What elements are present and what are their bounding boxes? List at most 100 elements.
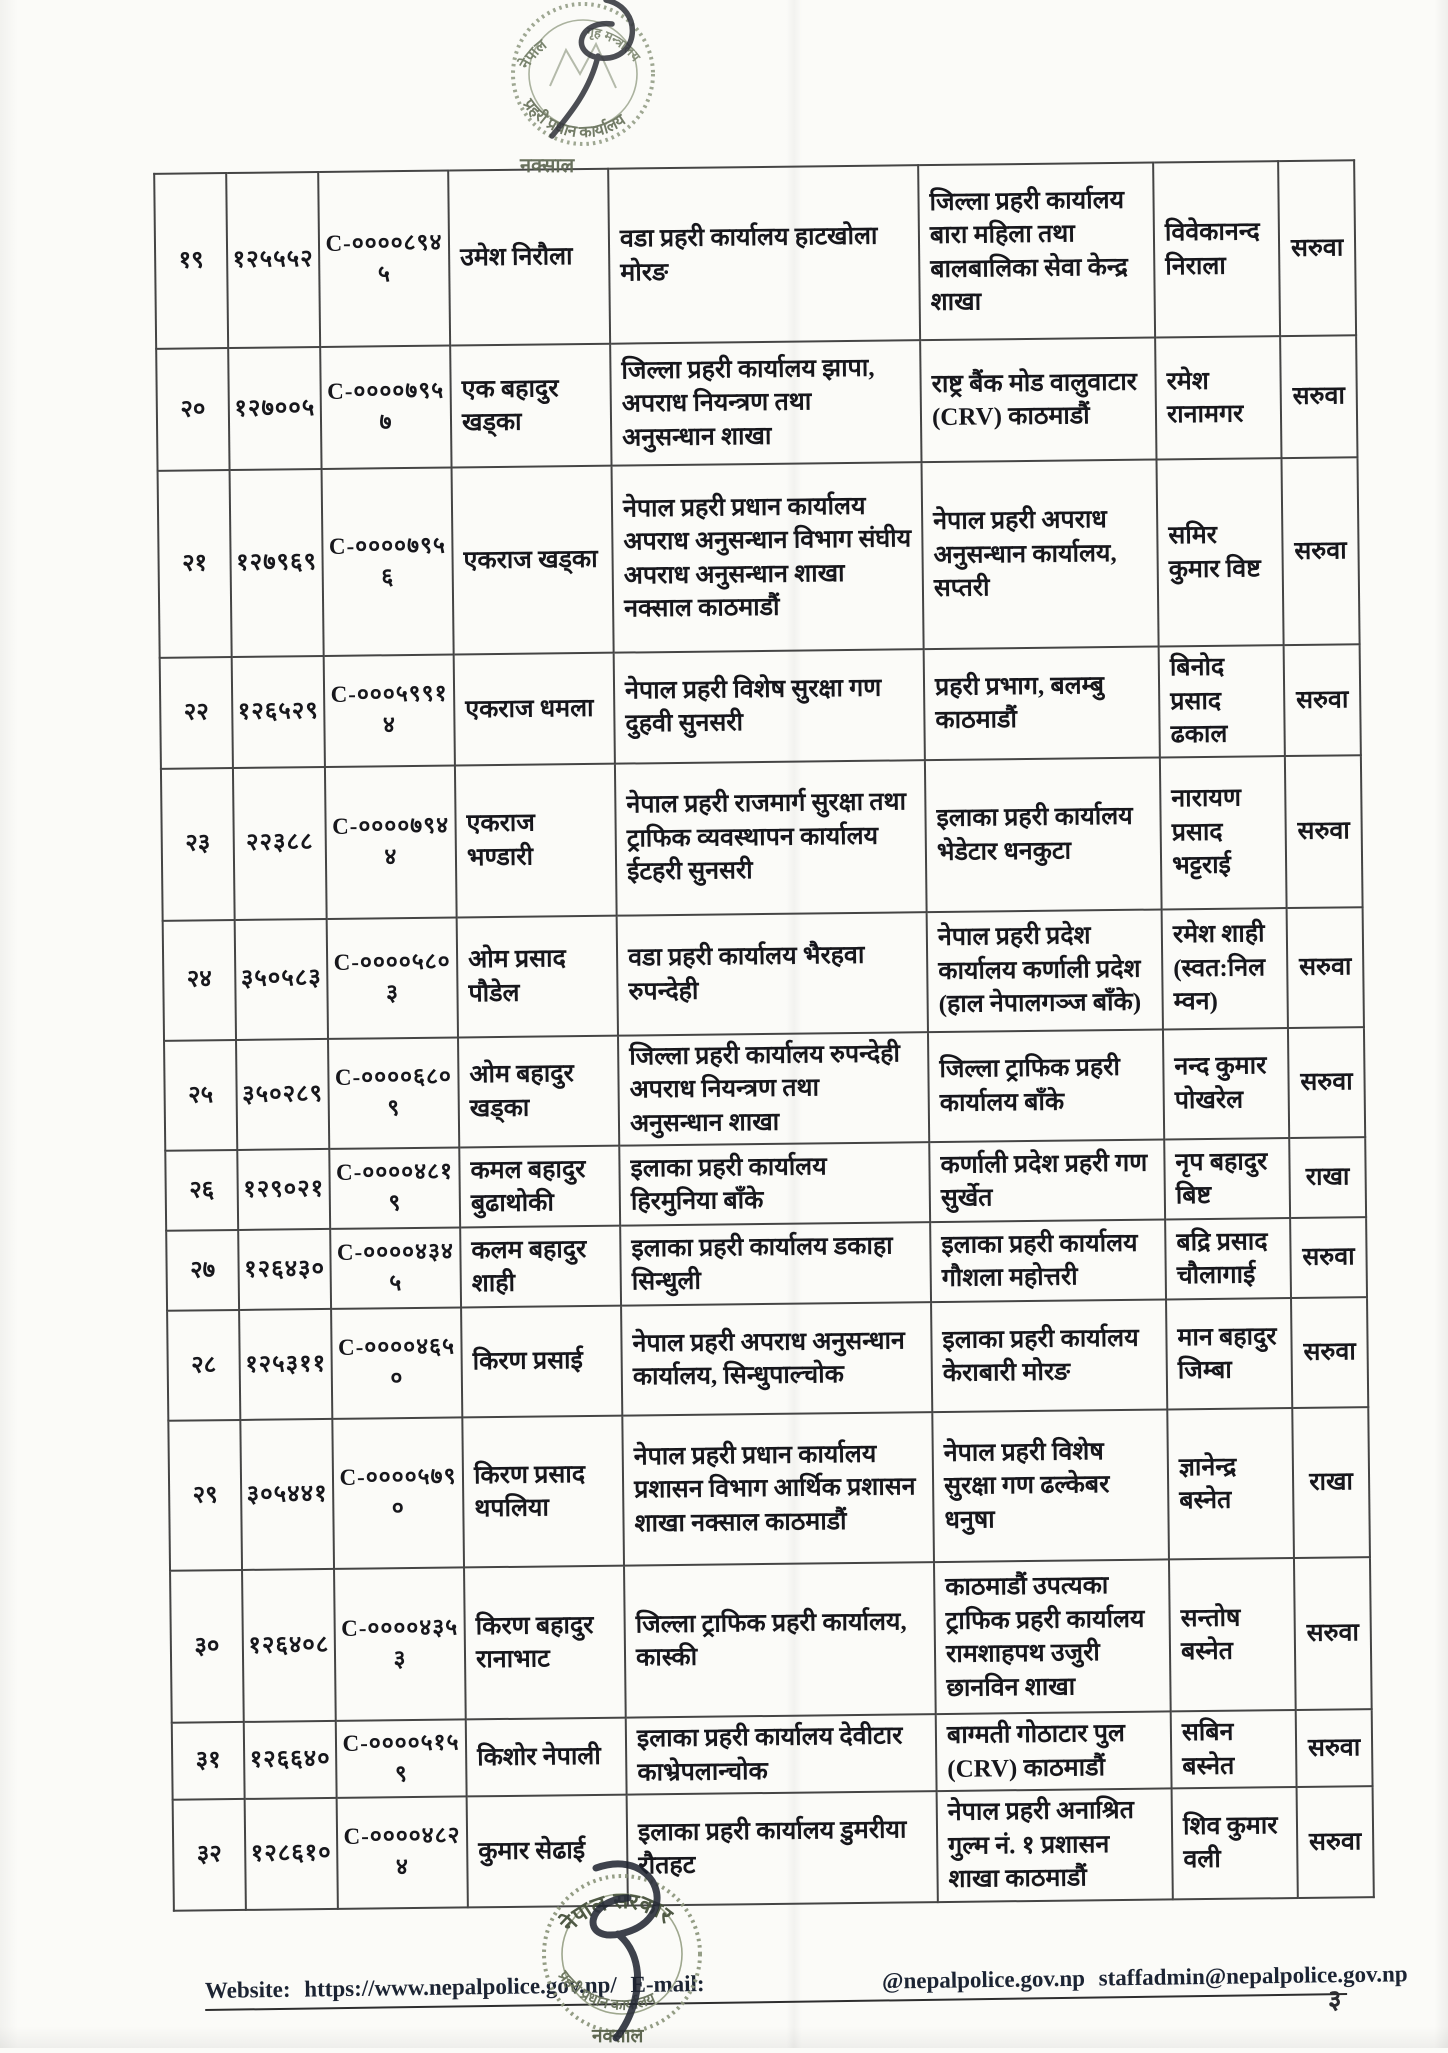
cell-office-to: नेपाल प्रहरी प्रदेश कार्यालय कर्णाली प्र… bbox=[926, 908, 1163, 1032]
cell-office-to: राष्ट्र बैंक मोड वालुवाटार (CRV) काठमाडौ… bbox=[920, 337, 1157, 463]
table-body: १९ १२५५५२ C-००००८९४५ उमेश निरौला वडा प्र… bbox=[154, 160, 1374, 1911]
cell-employee-number: १२८६१० bbox=[244, 1797, 338, 1910]
cell-replaced-by: शिव कुमार वली bbox=[1171, 1787, 1298, 1899]
website-label: Website: bbox=[204, 1976, 291, 2003]
cell-office-from: इलाका प्रहरी कार्यालय हिरमुनिया बाँके bbox=[619, 1142, 931, 1226]
cell-office-to: काठमाडौं उपत्यका ट्राफिक प्रहरी कार्यालय… bbox=[933, 1559, 1171, 1715]
cell-replaced-by: नारायण प्रसाद भट्टराई bbox=[1159, 755, 1287, 909]
cell-replaced-by: बिनोद प्रसाद ढकाल bbox=[1158, 645, 1285, 757]
page-number: ३ bbox=[1328, 1985, 1342, 2014]
cell-serial-number: २४ bbox=[162, 919, 237, 1041]
cell-employee-name: एकराज भण्डारी bbox=[454, 763, 617, 917]
cell-serial-number: २८ bbox=[167, 1309, 241, 1421]
cell-office-to: जिल्ला ट्राफिक प्रहरी कार्यालय बाँके bbox=[927, 1028, 1165, 1143]
cell-office-to: नेपाल प्रहरी विशेष सुरक्षा गण ढल्केबर धन… bbox=[932, 1409, 1169, 1563]
cell-employee-number: १२५३११ bbox=[239, 1308, 333, 1420]
cell-replaced-by: ज्ञानेन्द्र बस्नेत bbox=[1167, 1408, 1294, 1560]
cell-serial-number: २० bbox=[156, 348, 230, 471]
table-row: ३० १२६४०८ C-००००४३५३ किरण बहादुर रानाभाट… bbox=[170, 1557, 1372, 1723]
cell-employee-number: १२६५२९ bbox=[231, 655, 325, 768]
cell-replaced-by: नन्द कुमार पोखरेल bbox=[1162, 1027, 1290, 1140]
cell-office-from: नेपाल प्रहरी प्रधान कार्यालय प्रशासन विभ… bbox=[622, 1412, 934, 1566]
cell-status: सरुवा bbox=[1280, 335, 1358, 459]
table-row: २२ १२६५२९ C-०००५९९१४ एकराज धमला नेपाल प्… bbox=[159, 644, 1361, 769]
cell-office-to: इलाका प्रहरी कार्यालय केराबारी मोरङ bbox=[931, 1299, 1168, 1413]
table-row: २४ ३५०५८३ C-००००५८०३ ओम प्रसाद पौडेल वडा… bbox=[162, 906, 1364, 1041]
cell-code-number: C-००००४३४५ bbox=[330, 1227, 462, 1309]
cell-serial-number: २६ bbox=[165, 1149, 239, 1231]
cell-code-number: C-००००४६५० bbox=[331, 1307, 463, 1419]
table-row: २१ १२७९६९ C-००००७९५६ एकराज खड्का नेपाल प… bbox=[157, 457, 1360, 658]
cell-employee-name: किरण प्रसाद थपलिया bbox=[462, 1415, 625, 1568]
cell-employee-name: किशोर नेपाली bbox=[465, 1717, 627, 1797]
table-row: १९ १२५५५२ C-००००८९४५ उमेश निरौला वडा प्र… bbox=[154, 160, 1357, 349]
cell-replaced-by: रमेश शाही (स्वत:निल म्वन) bbox=[1161, 907, 1288, 1029]
cell-serial-number: २२ bbox=[159, 657, 233, 769]
cell-status: सरुवा bbox=[1291, 1297, 1369, 1409]
cell-status: सरुवा bbox=[1287, 1026, 1366, 1139]
cell-employee-name: उमेश निरौला bbox=[448, 168, 611, 346]
cell-serial-number: २७ bbox=[166, 1229, 240, 1311]
footer-contact-line: Website: https://www.nepalpolice.gov.np/… bbox=[204, 1961, 1408, 2011]
cell-serial-number: ३१ bbox=[171, 1721, 245, 1800]
cell-office-from: नेपाल प्रहरी अपराध अनुसन्धान कार्यालय, स… bbox=[621, 1302, 933, 1416]
cell-office-from: जिल्ला ट्राफिक प्रहरी कार्यालय, कास्की bbox=[624, 1562, 936, 1718]
email-label: E-mail: bbox=[630, 1971, 705, 1998]
cell-office-to: प्रहरी प्रभाग, बलम्बु काठमाडौं bbox=[923, 646, 1160, 760]
cell-replaced-by: नृप बहादुर बिष्ट bbox=[1164, 1138, 1291, 1220]
cell-serial-number: २९ bbox=[168, 1419, 243, 1571]
cell-code-number: C-००००४८१९ bbox=[329, 1147, 461, 1229]
cell-code-number: C-००००५७९० bbox=[332, 1417, 465, 1569]
cell-employee-name: कलम बहादुर शाही bbox=[460, 1225, 622, 1308]
stamp-top-ministry-text: गृह मन्त्रालय bbox=[585, 24, 644, 65]
cell-office-from: इलाका प्रहरी कार्यालय डुमरीया रौतहट bbox=[626, 1791, 938, 1906]
cell-code-number: C-००००८९४५ bbox=[318, 170, 451, 347]
cell-office-from: नेपाल प्रहरी राजमार्ग सुरक्षा तथा ट्राफि… bbox=[614, 759, 927, 916]
cell-office-from: इलाका प्रहरी कार्यालय देवीटार काभ्रेपलान… bbox=[625, 1714, 937, 1795]
website-url: https://www.nepalpolice.gov.np/ bbox=[304, 1972, 617, 2002]
cell-office-from: वडा प्रहरी कार्यालय भैरहवा रुपन्देही bbox=[616, 911, 928, 1036]
cell-code-number: C-००००६८०९ bbox=[328, 1036, 460, 1149]
cell-employee-number: १२९०२१ bbox=[237, 1148, 331, 1230]
cell-status: सरुवा bbox=[1290, 1217, 1368, 1299]
table-row: २५ ३५०२८९ C-००००६८०९ ओम बहादुर खड्का जिल… bbox=[164, 1026, 1366, 1151]
cell-employee-number: १२७००५ bbox=[228, 346, 322, 471]
cell-code-number: C-००००७९४४ bbox=[324, 764, 457, 919]
cell-replaced-by: सन्तोष बस्नेत bbox=[1168, 1558, 1296, 1712]
transfer-table: १९ १२५५५२ C-००००८९४५ उमेश निरौला वडा प्र… bbox=[153, 159, 1375, 1911]
cell-office-to: नेपाल प्रहरी अनाश्रित गुल्म नं. १ प्रशास… bbox=[936, 1788, 1173, 1902]
cell-serial-number: ३२ bbox=[172, 1798, 246, 1911]
cell-office-to: नेपाल प्रहरी अपराध अनुसन्धान कार्यालय, स… bbox=[921, 459, 1159, 650]
cell-employee-name: कुमार सेढाई bbox=[466, 1794, 628, 1907]
cell-employee-number: ३०५४४१ bbox=[240, 1418, 335, 1570]
cell-employee-number: ३५०५८३ bbox=[234, 918, 329, 1040]
table-row: २८ १२५३११ C-००००४६५० किरण प्रसाई नेपाल प… bbox=[167, 1297, 1369, 1421]
cell-serial-number: २३ bbox=[160, 767, 235, 921]
table-row: ३२ १२८६१० C-००००४८२४ कुमार सेढाई इलाका प… bbox=[172, 1786, 1374, 1911]
cell-office-from: जिल्ला प्रहरी कार्यालय रुपन्देही अपराध न… bbox=[617, 1031, 930, 1146]
table-row: २९ ३०५४४१ C-००००५७९० किरण प्रसाद थपलिया … bbox=[168, 1407, 1370, 1571]
cell-status: सरुवा bbox=[1283, 644, 1361, 756]
cell-office-from: इलाका प्रहरी कार्यालय डकाहा सिन्धुली bbox=[620, 1222, 932, 1306]
stamp-covered-gap bbox=[718, 1989, 868, 1991]
cell-employee-name: एक बहादुर खड्का bbox=[450, 343, 612, 468]
cell-replaced-by: विवेकानन्द निराला bbox=[1153, 161, 1281, 338]
cell-replaced-by: बद्रि प्रसाद चौलागाई bbox=[1165, 1218, 1292, 1300]
cell-employee-name: ओम प्रसाद पौडेल bbox=[456, 915, 618, 1037]
cell-status: सरुवा bbox=[1281, 457, 1360, 646]
stamp-bottom-place-text: नक्साल bbox=[591, 2026, 645, 2047]
cell-status: राखा bbox=[1292, 1407, 1370, 1559]
cell-status: सरुवा bbox=[1293, 1557, 1372, 1711]
cell-employee-number: १२६४३० bbox=[238, 1228, 332, 1310]
cell-employee-number: १२५५५२ bbox=[226, 172, 321, 349]
cell-code-number: C-००००४३५३ bbox=[334, 1567, 466, 1721]
cell-status: सरुवा bbox=[1284, 754, 1363, 908]
cell-serial-number: १९ bbox=[154, 173, 229, 349]
svg-text:गृह मन्त्रालय: गृह मन्त्रालय bbox=[585, 24, 644, 65]
cell-code-number: C-०००५९९१४ bbox=[323, 654, 455, 767]
table-row: २३ २२३८८ C-००००७९४४ एकराज भण्डारी नेपाल … bbox=[160, 754, 1363, 921]
stamp-top-country-text: नेपाल bbox=[515, 37, 551, 73]
scan-fold-line bbox=[786, 0, 802, 2048]
svg-text:प्रहरी प्रधान कार्यालय: प्रहरी प्रधान कार्यालय bbox=[519, 96, 629, 142]
cell-status: राखा bbox=[1289, 1137, 1367, 1219]
